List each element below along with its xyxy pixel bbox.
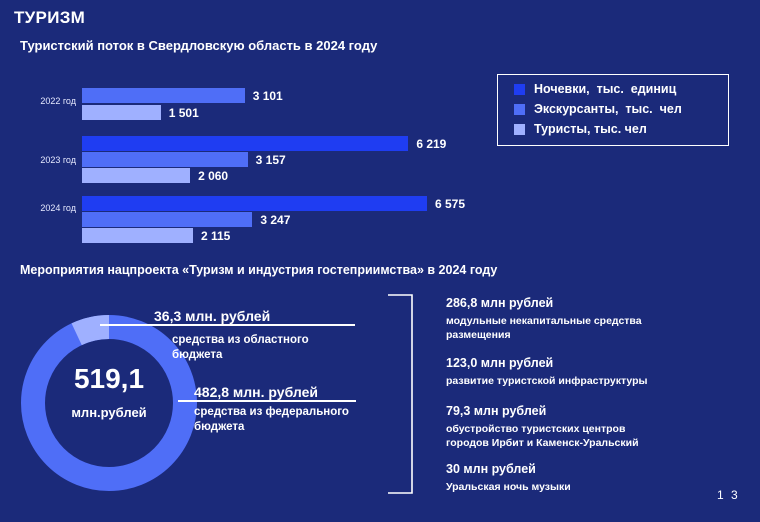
item-amount-1: 286,8 млн рублей (446, 296, 554, 310)
bar-value-label: 2 115 (200, 229, 231, 243)
section-title: Мероприятия нацпроекта «Туризм и индустр… (20, 263, 498, 277)
federal-desc: средства из федерального бюджета (194, 405, 349, 435)
item-desc-4: Уральская ночь музыки (446, 480, 746, 494)
year-label-2024: 2024 год (40, 203, 76, 213)
federal-desc-line2: бюджета (194, 421, 245, 433)
federal-amount: 482,8 млн. рублей (194, 384, 318, 400)
bar-overnights-2024 (82, 196, 427, 211)
bar-excursionists-2022 (82, 88, 245, 103)
item-amount-4: 30 млн рублей (446, 462, 536, 476)
item-desc-3: обустройство туристских центров городов … (446, 422, 746, 450)
legend-item-overnights: Ночевки, тыс. единиц (514, 82, 676, 96)
chart-legend: Ночевки, тыс. единиц Экскурсанты, тыс. ч… (497, 74, 729, 146)
regional-amount: 36,3 млн. рублей (154, 308, 271, 324)
regional-desc-line1: средства из областного (172, 334, 309, 346)
chart-title: Туристский поток в Свердловскую область … (20, 38, 378, 53)
legend-swatch (514, 123, 525, 135)
bar-tourists-2024 (82, 228, 193, 243)
donut-slice-regional (71, 315, 110, 346)
item-desc-1: модульные некапитальные средства размеще… (446, 314, 746, 342)
donut-slice-federal (21, 315, 197, 491)
item-amount-3: 79,3 млн рублей (446, 404, 547, 418)
regional-desc: средства из областного бюджета (172, 333, 309, 363)
bar-overnights-2023 (82, 136, 409, 151)
item-desc-2: развитие туристской инфраструктуры (446, 374, 746, 388)
item-desc-line: городов Ирбит и Каменск-Уральский (446, 437, 639, 449)
donut-total-unit: млн.рублей (71, 405, 147, 420)
item-desc-line: развитие туристской инфраструктуры (446, 375, 648, 387)
year-label-2022: 2022 год (40, 96, 76, 106)
donut-total-value: 519,1 (73, 363, 145, 394)
bar-value-label: 6 219 (416, 137, 447, 151)
legend-label: Ночевки, тыс. единиц (534, 82, 677, 96)
item-desc-line: Уральская ночь музыки (446, 481, 571, 493)
bar-value-label: 2 060 (198, 169, 229, 183)
bar-value-label: 1 501 (168, 106, 199, 120)
grouping-bracket (388, 294, 413, 494)
slide-title: ТУРИЗМ (14, 8, 86, 27)
legend-label: Туристы, тыс. чел (534, 122, 647, 136)
item-desc-line: обустройство туристских центров (446, 423, 626, 435)
bar-excursionists-2023 (82, 152, 248, 167)
bar-tourists-2022 (82, 105, 161, 120)
legend-item-tourists: Туристы, тыс. чел (514, 122, 647, 136)
bar-tourists-2023 (82, 168, 191, 183)
legend-label: Экскурсанты, тыс. чел (534, 102, 682, 116)
legend-item-excursionists: Экскурсанты, тыс. чел (514, 102, 682, 116)
year-label-2023: 2023 год (40, 155, 76, 165)
page-number: 1 3 (717, 488, 740, 502)
budget-donut-chart (21, 315, 197, 491)
federal-desc-line1: средства из федерального (194, 406, 349, 418)
regional-leader-line (100, 324, 355, 326)
legend-swatch (514, 103, 525, 115)
bar-excursionists-2024 (82, 212, 253, 227)
item-desc-line: модульные некапитальные средства (446, 315, 642, 327)
item-amount-2: 123,0 млн рублей (446, 356, 554, 370)
regional-desc-line2: бюджета (172, 349, 223, 361)
federal-leader-line (178, 400, 356, 402)
item-desc-line: размещения (446, 329, 511, 341)
bar-value-label: 3 101 (252, 89, 283, 103)
bar-value-label: 3 157 (255, 153, 286, 167)
bar-value-label: 6 575 (435, 197, 466, 211)
bar-value-label: 3 247 (260, 213, 291, 227)
legend-swatch (514, 83, 525, 95)
